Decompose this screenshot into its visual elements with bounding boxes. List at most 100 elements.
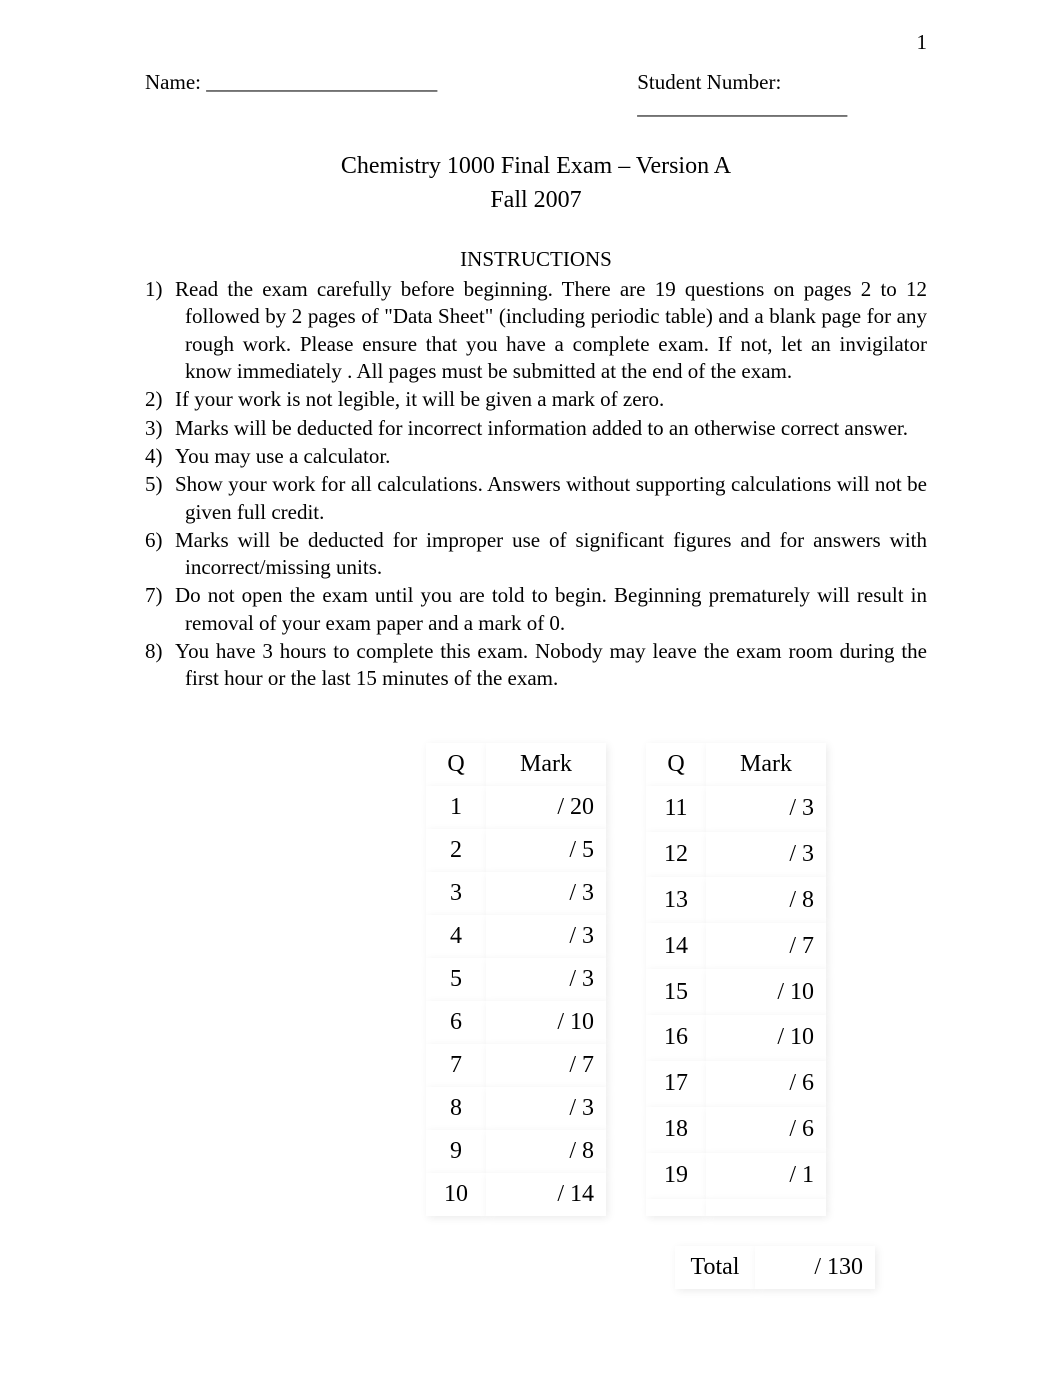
- total-label: Total: [675, 1246, 755, 1289]
- table-cell-q: 15: [646, 969, 706, 1015]
- table-cell-mark: / 3: [486, 915, 606, 958]
- instruction-text: Read the exam carefully before beginning…: [175, 277, 927, 383]
- table-row: 8/ 3: [426, 1087, 606, 1130]
- instruction-item: 3)Marks will be deducted for incorrect i…: [145, 415, 927, 442]
- table-cell-q: 9: [426, 1130, 486, 1173]
- total-value: / 130: [755, 1246, 875, 1289]
- table-row: 13/ 8: [646, 877, 826, 923]
- instruction-text: Do not open the exam until you are told …: [175, 583, 927, 634]
- instruction-item: 8)You have 3 hours to complete this exam…: [145, 638, 927, 693]
- table-cell-mark: / 7: [486, 1044, 606, 1087]
- table-row: 2/ 5: [426, 829, 606, 872]
- table-cell-q: 11: [646, 786, 706, 832]
- table-cell-mark: / 5: [486, 829, 606, 872]
- table-cell-mark: / 10: [706, 1015, 826, 1061]
- table-row: 10/ 14: [426, 1173, 606, 1216]
- mark-table-right-body: 11/ 312/ 313/ 814/ 715/ 1016/ 1017/ 618/…: [646, 786, 826, 1216]
- table-cell-q: 18: [646, 1107, 706, 1153]
- exam-title: Chemistry 1000 Final Exam – Version A Fa…: [145, 150, 927, 217]
- table-row: 9/ 8: [426, 1130, 606, 1173]
- table-cell-q: 8: [426, 1087, 486, 1130]
- title-line-2: Fall 2007: [145, 184, 927, 218]
- instruction-item: 2)If your work is not legible, it will b…: [145, 386, 927, 413]
- instruction-text: You have 3 hours to complete this exam. …: [175, 639, 927, 690]
- total-row: Total / 130: [675, 1246, 875, 1289]
- table-cell-q: [646, 1199, 706, 1216]
- student-number-field-label: Student Number: ____________________: [637, 70, 927, 120]
- table-row: 6/ 10: [426, 1001, 606, 1044]
- instruction-text: Marks will be deducted for incorrect inf…: [175, 416, 908, 440]
- instruction-item: 4)You may use a calculator.: [145, 443, 927, 470]
- table-cell-q: 16: [646, 1015, 706, 1061]
- instruction-text: You may use a calculator.: [175, 444, 390, 468]
- table-header-mark: Mark: [706, 743, 826, 786]
- table-row: 15/ 10: [646, 969, 826, 1015]
- table-cell-mark: / 3: [486, 872, 606, 915]
- table-header-q: Q: [646, 743, 706, 786]
- table-cell-mark: / 3: [486, 1087, 606, 1130]
- table-row: 1/ 20: [426, 786, 606, 829]
- instruction-item: 5)Show your work for all calculations. A…: [145, 471, 927, 526]
- instruction-item: 1)Read the exam carefully before beginni…: [145, 276, 927, 385]
- instruction-item: 7)Do not open the exam until you are tol…: [145, 582, 927, 637]
- instruction-text: Marks will be deducted for improper use …: [175, 528, 927, 579]
- table-cell-q: 17: [646, 1061, 706, 1107]
- table-cell-mark: / 7: [706, 923, 826, 969]
- table-cell-mark: / 10: [486, 1001, 606, 1044]
- table-cell-q: 12: [646, 832, 706, 878]
- table-row: 3/ 3: [426, 872, 606, 915]
- mark-table-left: Q Mark 1/ 202/ 53/ 34/ 35/ 36/ 107/ 78/ …: [426, 743, 606, 1216]
- instruction-item: 6)Marks will be deducted for improper us…: [145, 527, 927, 582]
- instruction-text: Show your work for all calculations. Ans…: [175, 472, 927, 523]
- table-cell-q: 6: [426, 1001, 486, 1044]
- table-cell-mark: / 8: [486, 1130, 606, 1173]
- instructions-heading: INSTRUCTIONS: [145, 247, 927, 272]
- table-row: 11/ 3: [646, 786, 826, 832]
- table-header-q: Q: [426, 743, 486, 786]
- table-cell-q: 7: [426, 1044, 486, 1087]
- table-row: 16/ 10: [646, 1015, 826, 1061]
- table-cell-mark: / 3: [486, 958, 606, 1001]
- header-row: Name: ______________________ Student Num…: [145, 70, 927, 120]
- table-cell-mark: / 20: [486, 786, 606, 829]
- table-header-mark: Mark: [486, 743, 606, 786]
- table-row: 12/ 3: [646, 832, 826, 878]
- table-row: [646, 1199, 826, 1216]
- table-cell-q: 2: [426, 829, 486, 872]
- table-cell-q: 4: [426, 915, 486, 958]
- table-cell-mark: / 3: [706, 786, 826, 832]
- table-row: 4/ 3: [426, 915, 606, 958]
- table-cell-q: 5: [426, 958, 486, 1001]
- mark-table-right: Q Mark 11/ 312/ 313/ 814/ 715/ 1016/ 101…: [646, 743, 826, 1216]
- table-cell-q: 19: [646, 1153, 706, 1199]
- table-cell-mark: / 8: [706, 877, 826, 923]
- table-cell-mark: / 1: [706, 1153, 826, 1199]
- table-cell-q: 10: [426, 1173, 486, 1216]
- mark-table-left-body: 1/ 202/ 53/ 34/ 35/ 36/ 107/ 78/ 39/ 810…: [426, 786, 606, 1216]
- table-cell-mark: / 10: [706, 969, 826, 1015]
- instruction-text: If your work is not legible, it will be …: [175, 387, 664, 411]
- table-cell-q: 14: [646, 923, 706, 969]
- page-number: 1: [917, 30, 928, 55]
- table-cell-q: 3: [426, 872, 486, 915]
- mark-tables-wrapper: Q Mark 1/ 202/ 53/ 34/ 35/ 36/ 107/ 78/ …: [325, 743, 927, 1216]
- table-cell-q: 1: [426, 786, 486, 829]
- total-table: Total / 130: [675, 1246, 875, 1289]
- table-row: 7/ 7: [426, 1044, 606, 1087]
- table-cell-mark: / 6: [706, 1061, 826, 1107]
- table-row: 17/ 6: [646, 1061, 826, 1107]
- table-header-row: Q Mark: [426, 743, 606, 786]
- table-row: 19/ 1: [646, 1153, 826, 1199]
- table-cell-mark: / 3: [706, 832, 826, 878]
- title-line-1: Chemistry 1000 Final Exam – Version A: [145, 150, 927, 184]
- table-row: 18/ 6: [646, 1107, 826, 1153]
- table-cell-mark: / 14: [486, 1173, 606, 1216]
- table-cell-q: 13: [646, 877, 706, 923]
- instructions-list: 1)Read the exam carefully before beginni…: [145, 276, 927, 692]
- table-header-row: Q Mark: [646, 743, 826, 786]
- name-field-label: Name: ______________________: [145, 70, 437, 120]
- table-cell-mark: / 6: [706, 1107, 826, 1153]
- table-row: 14/ 7: [646, 923, 826, 969]
- table-cell-mark: [706, 1199, 826, 1216]
- table-row: 5/ 3: [426, 958, 606, 1001]
